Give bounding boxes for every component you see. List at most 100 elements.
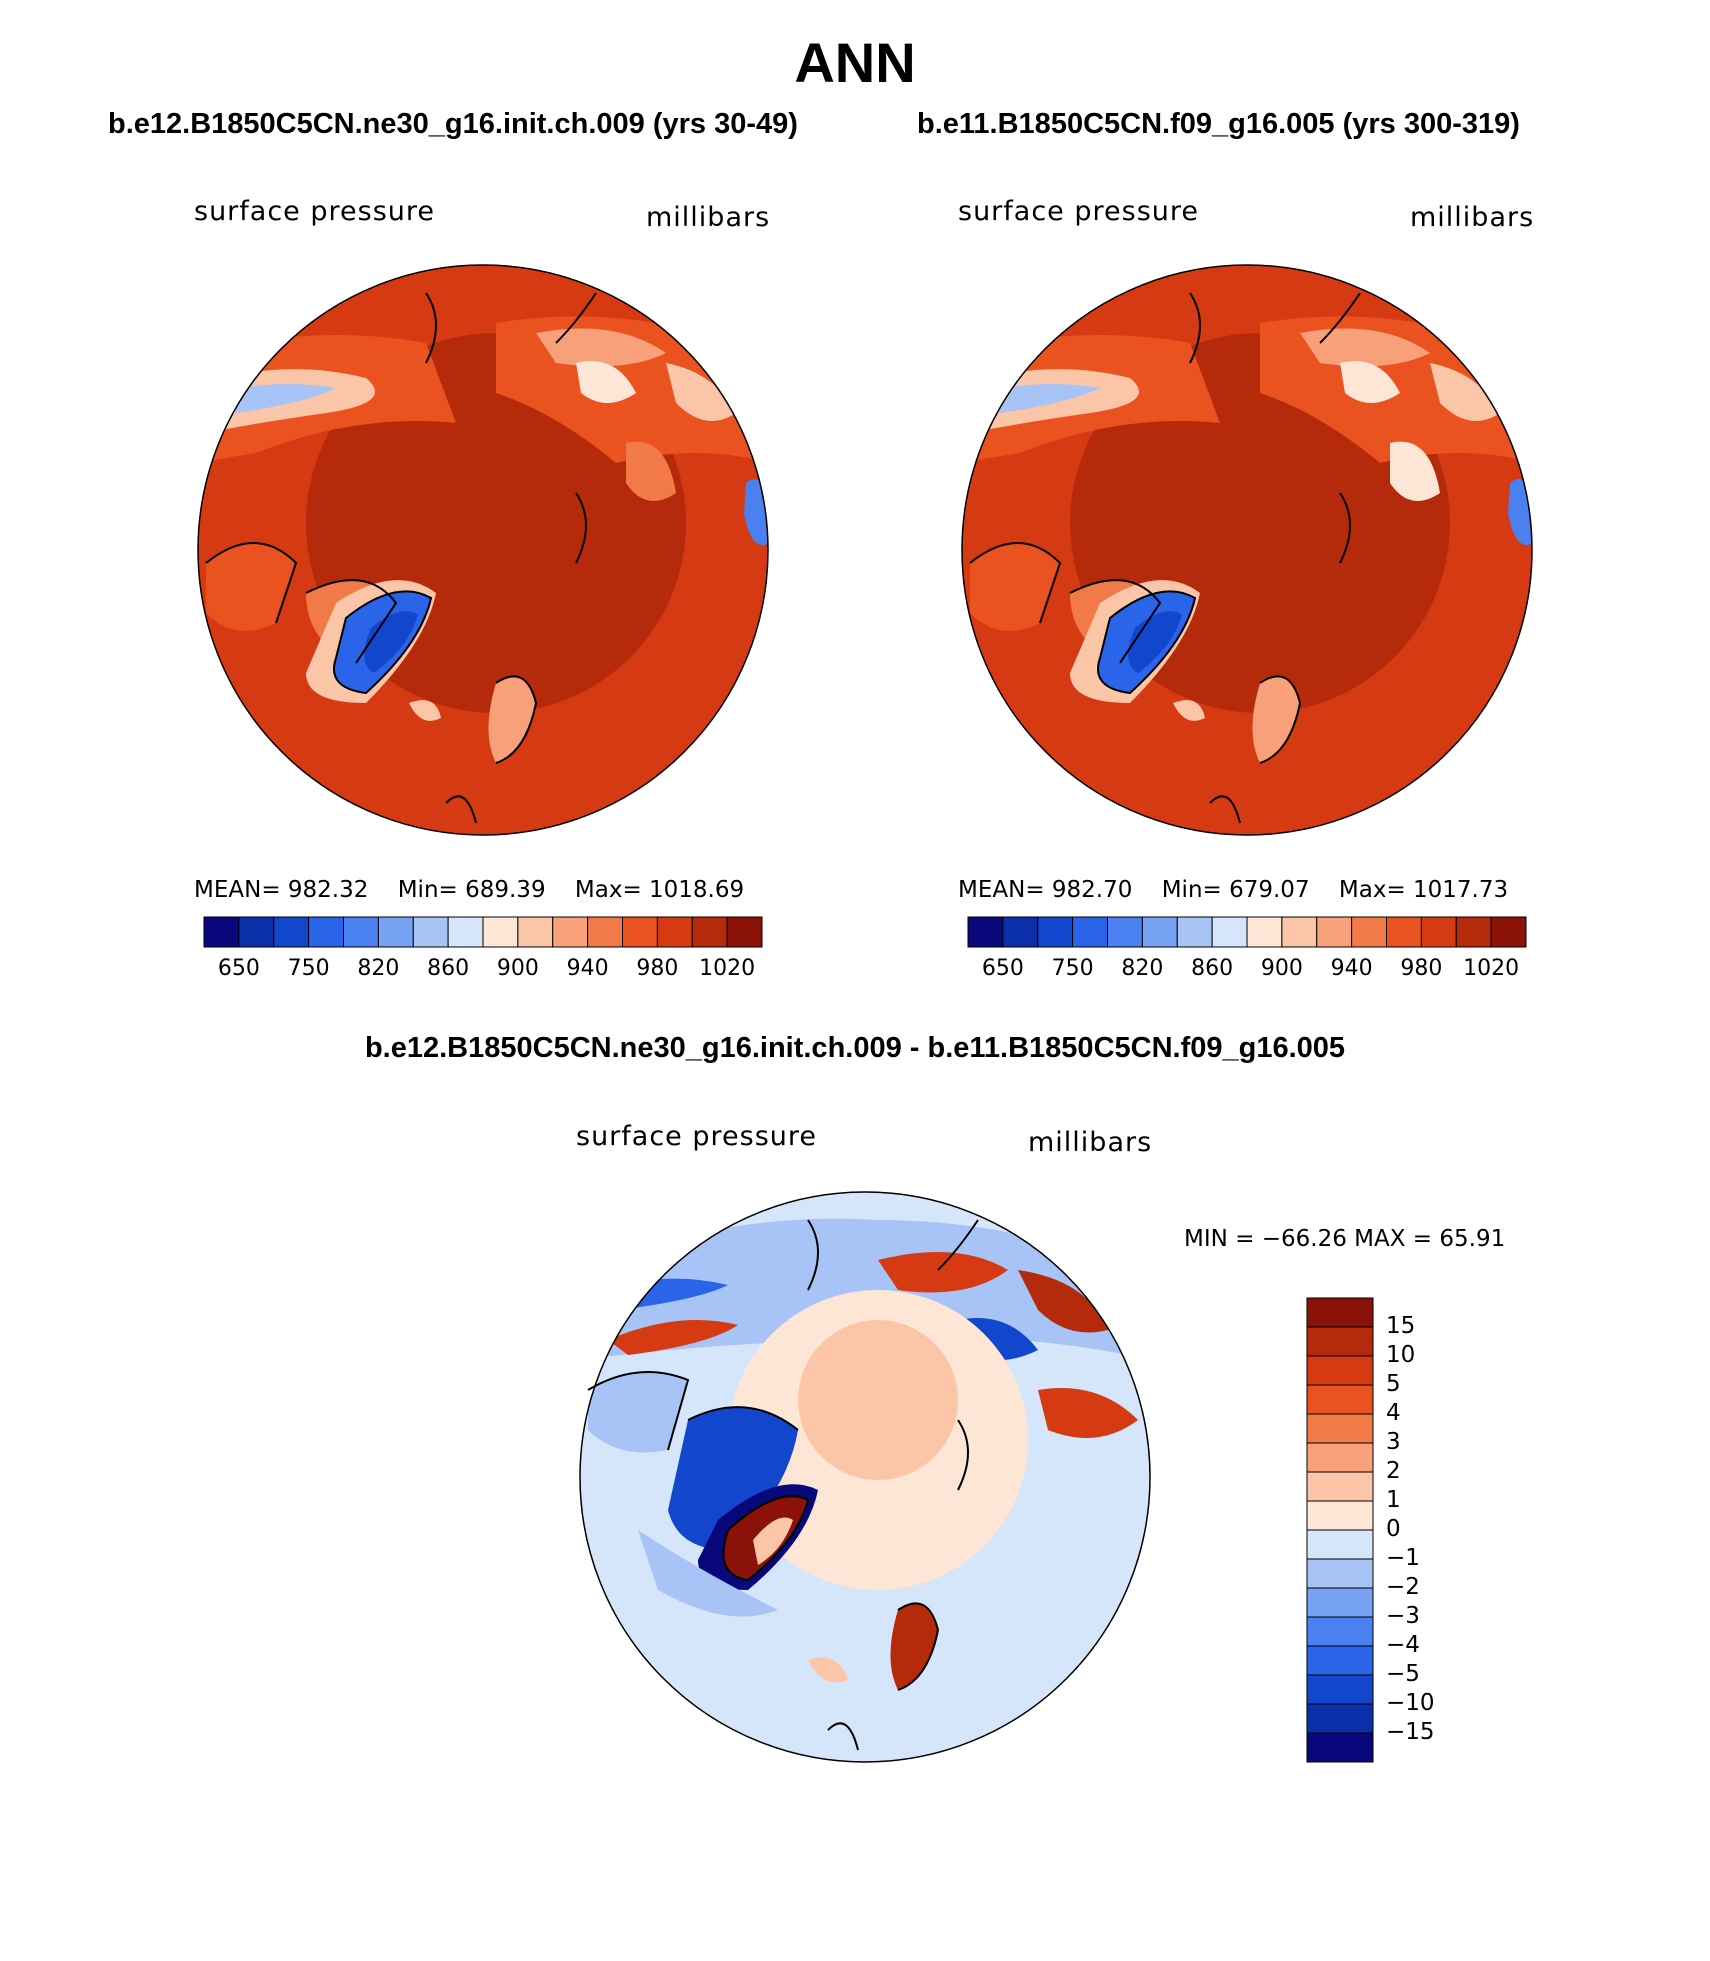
difference-colorbar-tick: 10 bbox=[1386, 1342, 1416, 1368]
right-colorbar-labels: 650 750 820 860 900 940 980 1020 bbox=[968, 956, 1526, 986]
left-colorbar-tick: 1020 bbox=[699, 956, 756, 981]
right-colorbar-box bbox=[1072, 916, 1108, 948]
left-units-label: millibars bbox=[646, 202, 771, 233]
left-colorbar-box bbox=[203, 916, 240, 948]
difference-colorbar-tick: −15 bbox=[1386, 1719, 1435, 1745]
right-colorbar-box bbox=[1455, 916, 1492, 948]
difference-colorbar-box bbox=[1306, 1297, 1374, 1328]
difference-colorbar-tick: 4 bbox=[1386, 1400, 1401, 1426]
difference-colorbar bbox=[1306, 1297, 1374, 1763]
right-colorbar-box bbox=[1107, 916, 1143, 948]
left-min: Min= 689.39 bbox=[397, 877, 546, 903]
left-colorbar-tick: 820 bbox=[357, 956, 400, 981]
left-colorbar-box bbox=[308, 916, 344, 948]
difference-colorbar-tick: 0 bbox=[1386, 1516, 1401, 1542]
difference-colorbar-box bbox=[1306, 1355, 1374, 1386]
difference-colorbar-tick: −5 bbox=[1386, 1661, 1420, 1687]
right-colorbar-box bbox=[1246, 916, 1283, 948]
left-polar-map bbox=[197, 264, 769, 836]
difference-colorbar-box bbox=[1306, 1413, 1374, 1444]
right-colorbar-tick: 750 bbox=[1051, 956, 1094, 981]
left-colorbar-box bbox=[343, 916, 379, 948]
left-colorbar bbox=[203, 916, 763, 948]
right-colorbar-tick: 1020 bbox=[1463, 956, 1520, 981]
right-colorbar-box bbox=[1141, 916, 1178, 948]
left-colorbar-tick: 750 bbox=[287, 956, 330, 981]
left-colorbar-tick: 980 bbox=[636, 956, 679, 981]
difference-variable-label: surface pressure bbox=[576, 1121, 817, 1152]
difference-colorbar-box bbox=[1306, 1616, 1374, 1647]
difference-colorbar-box bbox=[1306, 1471, 1374, 1502]
left-max: Max= 1018.69 bbox=[574, 877, 745, 903]
difference-colorbar-tick: −3 bbox=[1386, 1603, 1420, 1629]
left-colorbar-tick: 900 bbox=[496, 956, 539, 981]
difference-colorbar-tick: −4 bbox=[1386, 1632, 1420, 1658]
left-colorbar-box bbox=[482, 916, 519, 948]
difference-colorbar-box bbox=[1306, 1326, 1374, 1357]
difference-colorbar-tick: −1 bbox=[1386, 1545, 1420, 1571]
difference-colorbar-tick: −2 bbox=[1386, 1574, 1420, 1600]
left-colorbar-box bbox=[517, 916, 554, 948]
difference-colorbar-tick: 5 bbox=[1386, 1371, 1401, 1397]
right-colorbar-box bbox=[1176, 916, 1213, 948]
difference-colorbar-box bbox=[1306, 1529, 1374, 1560]
difference-title: b.e12.B1850C5CN.ne30_g16.init.ch.009 - b… bbox=[364, 1032, 1346, 1064]
right-variable-label: surface pressure bbox=[958, 196, 1199, 227]
difference-colorbar-box bbox=[1306, 1732, 1374, 1763]
left-colorbar-box bbox=[377, 916, 414, 948]
left-stats: MEAN= 982.32 Min= 689.39 Max= 1018.69 bbox=[194, 877, 766, 903]
difference-colorbar-box bbox=[1306, 1558, 1374, 1589]
left-colorbar-tick: 650 bbox=[217, 956, 260, 981]
difference-colorbar-box bbox=[1306, 1442, 1374, 1473]
difference-colorbar-box bbox=[1306, 1587, 1374, 1618]
left-colorbar-box bbox=[622, 916, 658, 948]
right-colorbar-box bbox=[967, 916, 1004, 948]
right-colorbar-box bbox=[1037, 916, 1074, 948]
difference-colorbar-tick: 1 bbox=[1386, 1487, 1401, 1513]
difference-colorbar-box bbox=[1306, 1703, 1374, 1734]
difference-colorbar-tick: 3 bbox=[1386, 1429, 1401, 1455]
right-stats: MEAN= 982.70 Min= 679.07 Max= 1017.73 bbox=[958, 877, 1530, 903]
left-colorbar-box bbox=[447, 916, 484, 948]
left-colorbar-box bbox=[273, 916, 310, 948]
right-colorbar-tick: 820 bbox=[1121, 956, 1164, 981]
right-panel-case-title: b.e11.B1850C5CN.f09_g16.005 (yrs 300-319… bbox=[917, 108, 1520, 140]
difference-colorbar-box bbox=[1306, 1384, 1374, 1415]
difference-colorbar-box bbox=[1306, 1500, 1374, 1531]
page-title: ANN bbox=[794, 31, 916, 94]
difference-polar-map bbox=[579, 1191, 1151, 1763]
right-colorbar-box bbox=[1281, 916, 1318, 948]
difference-colorbar-labels: 15 10 5 4 3 2 1 0 −1 −2 −3 −4 −5 −10 −15 bbox=[1386, 1298, 1506, 1762]
right-units-label: millibars bbox=[1410, 202, 1535, 233]
right-colorbar-box bbox=[1316, 916, 1353, 948]
left-colorbar-box bbox=[238, 916, 275, 948]
right-colorbar-tick: 900 bbox=[1260, 956, 1303, 981]
difference-colorbar-tick: −10 bbox=[1386, 1690, 1435, 1716]
right-min: Min= 679.07 bbox=[1161, 877, 1310, 903]
left-colorbar-box bbox=[587, 916, 623, 948]
right-colorbar-tick: 650 bbox=[981, 956, 1024, 981]
difference-colorbar-tick: 2 bbox=[1386, 1458, 1401, 1484]
right-colorbar-tick: 860 bbox=[1191, 956, 1234, 981]
right-colorbar-box bbox=[1351, 916, 1387, 948]
right-colorbar-box bbox=[1002, 916, 1039, 948]
left-colorbar-box bbox=[691, 916, 728, 948]
difference-colorbar-tick: 15 bbox=[1386, 1313, 1416, 1339]
difference-colorbar-box bbox=[1306, 1645, 1374, 1676]
right-mean: MEAN= 982.70 bbox=[958, 877, 1133, 903]
right-colorbar-box bbox=[1386, 916, 1422, 948]
right-colorbar-box bbox=[1211, 916, 1248, 948]
left-colorbar-box bbox=[656, 916, 693, 948]
difference-colorbar-box bbox=[1306, 1674, 1374, 1705]
left-colorbar-labels: 650 750 820 860 900 940 980 1020 bbox=[204, 956, 762, 986]
right-colorbar-tick: 980 bbox=[1400, 956, 1443, 981]
left-mean: MEAN= 982.32 bbox=[194, 877, 369, 903]
left-variable-label: surface pressure bbox=[194, 196, 435, 227]
right-polar-map bbox=[961, 264, 1533, 836]
right-colorbar-box bbox=[1490, 916, 1527, 948]
left-colorbar-box bbox=[412, 916, 449, 948]
left-panel-case-title: b.e12.B1850C5CN.ne30_g16.init.ch.009 (yr… bbox=[108, 108, 798, 140]
right-colorbar bbox=[967, 916, 1527, 948]
difference-units-label: millibars bbox=[1028, 1127, 1153, 1158]
difference-minmax: MIN = −66.26 MAX = 65.91 bbox=[1184, 1226, 1506, 1252]
